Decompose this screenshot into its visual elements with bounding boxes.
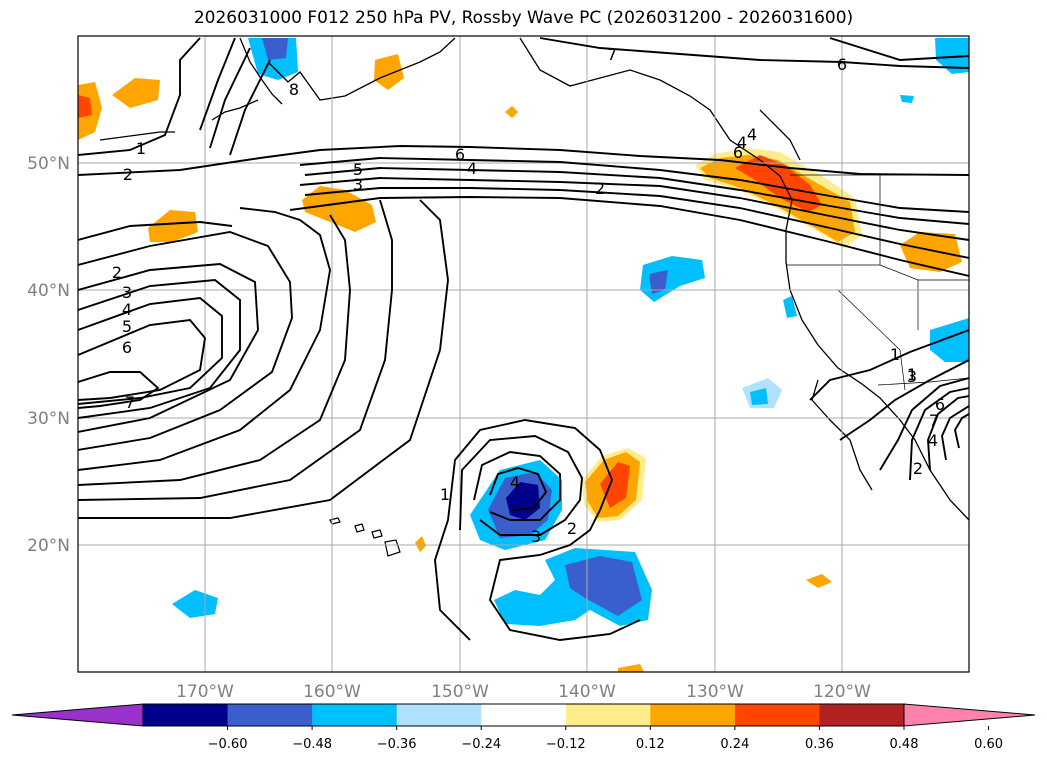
colorbar-tick-label: 0.24: [720, 737, 749, 752]
colorbar-segment: [734, 704, 820, 726]
colorbar-tick-label: −0.48: [292, 737, 332, 752]
contour-label: 4: [467, 159, 477, 178]
colorbar-segment: [565, 704, 651, 726]
contour-label: 1: [907, 365, 917, 384]
contour-label: 7: [125, 393, 135, 412]
contour-label: 5: [122, 317, 132, 336]
lon-label: 130°W: [686, 682, 744, 702]
contour-label: 3: [122, 283, 132, 302]
lat-label: 40°N: [27, 281, 70, 301]
colorbar-segment: [481, 704, 567, 726]
contour-label: 2: [112, 263, 122, 282]
contour-label: 4: [737, 133, 747, 152]
colorbar-segment: [396, 704, 482, 726]
contour-label: 7: [607, 45, 617, 64]
colorbar-extend-high: [903, 703, 1036, 727]
colorbar-segment: [143, 704, 229, 726]
contour-label: 3: [531, 527, 541, 546]
contour-label: 2: [595, 179, 605, 198]
colorbar-outline: [142, 703, 905, 727]
contour-label: 4: [510, 473, 520, 492]
negative-anomaly-shading: [172, 38, 969, 626]
contour-label: 3: [907, 367, 917, 386]
lat-label: 20°N: [27, 536, 70, 556]
contour-label: 2: [123, 165, 133, 184]
colorbar-tick-label: 0.60: [974, 737, 1003, 752]
colorbar-segment: [227, 704, 313, 726]
contour-label: 5: [353, 160, 363, 179]
lon-label: 150°W: [431, 682, 489, 702]
colorbar-tick-label: 0.48: [890, 737, 919, 752]
contour-label: 6: [935, 395, 945, 414]
colorbar-tick-label: −0.60: [208, 737, 248, 752]
colorbar-segment: [819, 704, 905, 726]
lon-label: 120°W: [813, 682, 871, 702]
graticule: [78, 36, 969, 672]
contour-label: 6: [733, 143, 743, 162]
colorbar-tick-label: −0.12: [546, 737, 586, 752]
lat-label: 50°N: [27, 154, 70, 174]
colorbar-segments: [11, 703, 1036, 727]
contour-labels: 1 2 3 4 5 6 7 8 6 4 2 1 2 3 4 5 6 7 1 2 …: [112, 45, 945, 546]
map-plot-area: 1 2 3 4 5 6 7 8 6 4 2 1 2 3 4 5 6 7 1 2 …: [78, 36, 969, 672]
colorbar-tick-label: −0.24: [461, 737, 501, 752]
coastlines: [99, 37, 969, 521]
lon-label: 160°W: [303, 682, 361, 702]
map-title: 2026031000 F012 250 hPa PV, Rossby Wave …: [193, 8, 854, 28]
contour-label: 6: [837, 55, 847, 74]
pv-contours: [78, 37, 969, 641]
colorbar: −0.60 −0.48 −0.36 −0.24 −0.12 0.12 0.24 0.36 0.4…: [11, 703, 1036, 752]
longitude-labels: 170°W 160°W 150°W 140°W 130°W 120°W: [176, 682, 871, 702]
contour-label: 1: [890, 345, 900, 364]
colorbar-extend-low: [11, 703, 144, 727]
contour-label: 6: [455, 145, 465, 164]
positive-anomaly-shading: [78, 54, 962, 672]
contour-label: 4: [122, 300, 132, 319]
colorbar-tick-label: 0.12: [636, 737, 665, 752]
islands: [329, 517, 401, 557]
colorbar-segment: [312, 704, 398, 726]
map-frame: [77, 35, 970, 673]
contour-label: 1: [136, 139, 146, 158]
colorbar-tick-label: −0.36: [377, 737, 417, 752]
colorbar-tick-label: 0.36: [805, 737, 834, 752]
lon-label: 170°W: [176, 682, 234, 702]
lat-label: 30°N: [27, 409, 70, 429]
colorbar-ticks: −0.60 −0.48 −0.36 −0.24 −0.12 0.12 0.24 0.36 0.4…: [208, 726, 1003, 752]
contour-label: 2: [913, 459, 923, 478]
contour-label: 4: [747, 125, 757, 144]
contour-label: 1: [440, 485, 450, 504]
contour-label: 7: [929, 411, 939, 430]
contour-label: 2: [567, 519, 577, 538]
lon-label: 140°W: [558, 682, 616, 702]
contour-label: 8: [289, 80, 299, 99]
latitude-labels: 50°N 40°N 30°N 20°N: [27, 154, 70, 556]
contour-label: 4: [928, 431, 938, 450]
contour-label: 3: [353, 175, 363, 194]
contour-label: 6: [122, 338, 132, 357]
colorbar-segment: [650, 704, 736, 726]
